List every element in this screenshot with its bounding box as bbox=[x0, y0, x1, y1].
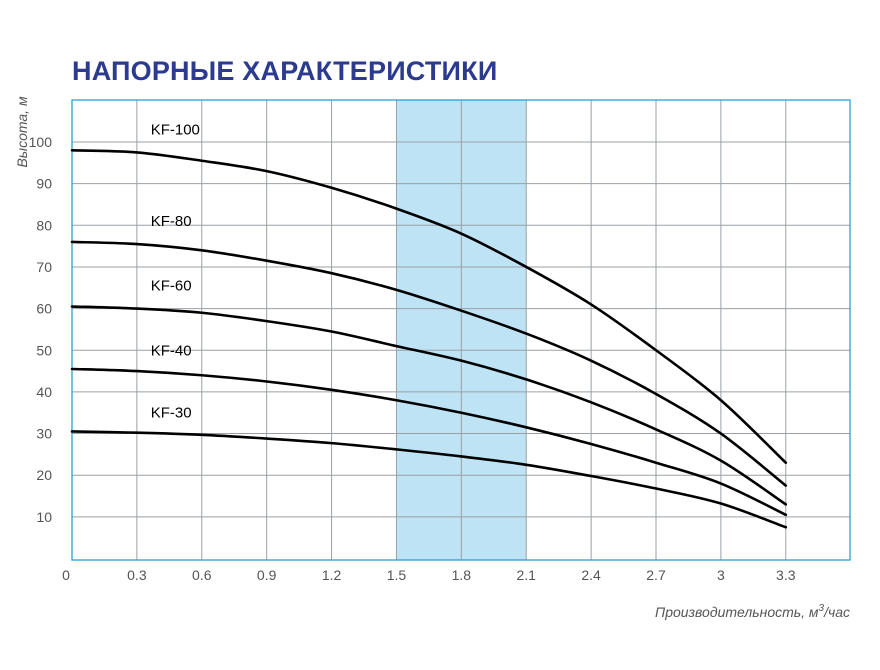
x-tick-label: 2.1 bbox=[516, 567, 536, 583]
y-tick-label: 20 bbox=[36, 467, 52, 483]
series-label-kf-30: KF-30 bbox=[151, 405, 192, 422]
y-tick-label: 60 bbox=[36, 301, 52, 317]
series-line-kf-60 bbox=[70, 305, 788, 506]
x-axis-label-sup: 3 bbox=[819, 603, 825, 614]
plot-frame bbox=[71, 99, 851, 561]
x-tick-label: 1.8 bbox=[452, 567, 472, 583]
y-axis-label: Высота, м bbox=[14, 96, 30, 167]
x-tick-label: 2.7 bbox=[646, 567, 666, 583]
x-tick-label: 0 bbox=[62, 567, 70, 583]
y-tick-layer: 10 20 30 40 50 60 70 80 90 100 bbox=[29, 134, 53, 525]
y-tick-label: 50 bbox=[36, 342, 52, 358]
curve-layer bbox=[70, 149, 788, 529]
series-label-kf-60: KF-60 bbox=[151, 278, 192, 295]
y-tick-label: 80 bbox=[36, 217, 52, 233]
y-tick-label: 100 bbox=[29, 134, 53, 150]
x-axis-label: Производительность, м3/час bbox=[655, 603, 850, 620]
series-line-kf-100 bbox=[70, 149, 788, 464]
x-tick-label: 1.5 bbox=[387, 567, 407, 583]
series-line-kf-80 bbox=[70, 240, 788, 487]
y-tick-label: 90 bbox=[36, 176, 52, 192]
series-label-kf-80: KF-80 bbox=[151, 213, 192, 230]
series-line-kf-30 bbox=[70, 430, 788, 529]
x-tick-label: 1.2 bbox=[322, 567, 342, 583]
x-tick-layer: 0 0.3 0.6 0.9 1.2 1.5 1.8 2.1 2.4 2.7 3 3.3 bbox=[62, 567, 796, 583]
series-label-kf-100: KF-100 bbox=[151, 122, 200, 139]
series-line-kf-40 bbox=[70, 367, 788, 517]
x-tick-label: 3 bbox=[717, 567, 725, 583]
x-tick-label: 0.9 bbox=[257, 567, 277, 583]
x-tick-label: 3.3 bbox=[776, 567, 796, 583]
y-tick-label: 30 bbox=[36, 426, 52, 442]
series-label-kf-40: KF-40 bbox=[151, 342, 192, 359]
x-tick-label: 0.6 bbox=[192, 567, 212, 583]
x-axis-label-main: Производительность, м bbox=[655, 604, 819, 620]
y-tick-label: 10 bbox=[36, 509, 52, 525]
grid-layer bbox=[72, 100, 850, 560]
y-tick-label: 40 bbox=[36, 384, 52, 400]
series-label-layer: KF-100 KF-80 KF-60 KF-40 KF-30 bbox=[151, 122, 200, 422]
x-axis-label-suffix: /час bbox=[823, 604, 850, 620]
y-tick-label: 70 bbox=[36, 259, 52, 275]
chart-title: НАПОРНЫЕ ХАРАКТЕРИСТИКИ bbox=[72, 56, 498, 86]
x-tick-label: 0.3 bbox=[127, 567, 147, 583]
x-tick-label: 2.4 bbox=[581, 567, 601, 583]
